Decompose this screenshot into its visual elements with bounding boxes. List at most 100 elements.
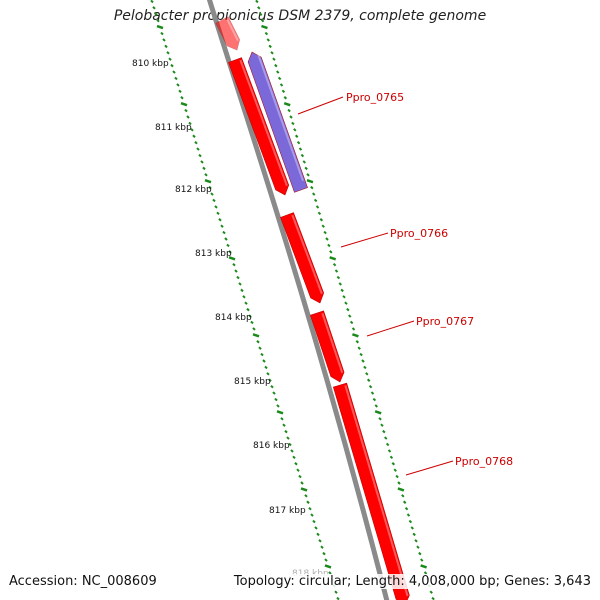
ruler-minor-tick [162,38,166,42]
ruler-minor-tick [332,262,337,267]
ruler-minor-tick [323,230,327,235]
ruler-minor-tick [357,346,361,350]
map-title: Pelobacter propionicus DSM 2379, complet… [113,8,487,24]
gene-leader-line [405,460,454,476]
ruler-minor-tick [412,532,416,537]
ruler-major-tick [156,24,164,30]
ruler-tick-label: 811 kbp [155,123,192,133]
ruler-minor-tick [248,314,252,318]
ruler-minor-tick [290,449,294,453]
ruler-minor-tick [328,571,332,575]
ruler-minor-tick [268,44,272,49]
ruler-minor-tick [304,494,308,498]
ruler-minor-tick [150,0,154,4]
ruler-minor-tick [289,115,293,119]
ruler-minor-tick [329,250,333,254]
ruler-minor-tick [298,474,302,479]
ruler-minor-tick [276,404,280,408]
ruler-major-tick [261,24,268,30]
ruler-minor-tick [361,359,365,363]
gene-ppro_0768[interactable] [332,382,411,600]
ruler-minor-tick [260,352,264,357]
ruler-minor-tick [292,455,296,460]
gene-body [332,382,410,600]
accession-text: Accession: NC_008609 [9,574,157,589]
ruler-minor-tick [300,153,305,158]
ruler-tick-label: 810 kbp [132,59,169,69]
ruler-minor-tick [293,128,297,132]
ruler-minor-tick [238,282,242,286]
ruler-minor-tick [280,417,284,421]
ruler-minor-tick [355,340,360,344]
ruler-minor-tick [166,51,170,55]
ruler-minor-tick [414,539,418,543]
ruler-minor-tick [314,526,318,530]
gene-highlight [321,312,344,374]
ruler-minor-tick [410,526,414,530]
ruler-tick-label: 816 kbp [253,441,290,451]
ruler-minor-tick [324,558,328,562]
ruler-minor-tick [272,391,276,395]
ruler-minor-tick [296,468,300,472]
gene-body [280,212,325,304]
ruler-minor-tick [387,449,392,453]
ruler-minor-tick [397,481,401,485]
ruler-minor-tick [198,153,202,158]
ruler-minor-tick [226,243,230,248]
ruler-minor-tick [283,96,288,100]
gene-label-ppro_0767[interactable]: Ppro_0767 [416,315,474,328]
ruler-minor-tick [431,596,435,600]
gene-unlabeled[interactable] [215,16,244,53]
ruler-minor-tick [210,192,214,196]
ruler-minor-tick [262,359,266,363]
ruler-minor-tick [308,506,312,511]
ruler-minor-tick [404,506,409,511]
ruler-minor-tick [294,462,298,466]
ruler-minor-tick [363,365,367,370]
ruler-minor-tick [180,96,184,100]
ruler-minor-tick [164,44,168,49]
gene-body [310,310,345,383]
gene-highlight [291,214,323,295]
ruler-major-tick [180,101,188,107]
ruler-major-tick [397,487,405,492]
gene-label-ppro_0768[interactable]: Ppro_0768 [455,455,513,468]
ruler-minor-tick [204,173,208,177]
gene-labels-layer: Ppro_0765 Ppro_0766 Ppro_0767 Ppro_0768 [297,91,513,476]
gene-label-ppro_0766[interactable]: Ppro_0766 [390,227,448,240]
ruler-tick-label: 814 kbp [215,313,252,323]
ruler-minor-tick [228,250,232,254]
ruler-minor-tick [321,224,325,228]
ruler-minor-tick [188,121,192,126]
ruler-minor-tick [317,211,322,216]
ruler-minor-tick [336,275,341,280]
ruler-minor-tick [287,108,291,113]
ruler-minor-tick [240,288,244,293]
gene-ppro_0765[interactable] [245,50,308,193]
ruler-minor-tick [224,237,228,241]
ruler-minor-tick [268,378,272,382]
ruler-minor-tick [312,519,316,524]
ruler-minor-tick [184,108,188,113]
ruler-minor-tick [192,134,196,138]
ruler-minor-tick [300,481,304,485]
gene-ppro_0766[interactable] [280,212,326,306]
ruler-minor-tick [312,192,316,196]
ruler-minor-tick [370,391,375,395]
ruler-minor-tick [186,115,190,119]
ruler-minor-tick [310,513,314,517]
ruler-minor-tick [365,372,369,376]
ruler-minor-tick [334,590,338,594]
ruler-minor-tick [395,474,399,479]
gene-ppro_0767[interactable] [310,310,346,384]
ruler-major-tick [306,179,314,184]
gene-label-ppro_0765[interactable]: Ppro_0765 [346,91,404,104]
gene-unlabeled[interactable] [228,57,291,198]
ruler-minor-tick [190,128,194,132]
ruler-minor-tick [256,340,260,344]
ruler-minor-tick [304,166,308,171]
ruler-minor-tick [202,166,206,171]
ruler-minor-tick [359,352,363,357]
ruler-major-tick [228,256,236,261]
